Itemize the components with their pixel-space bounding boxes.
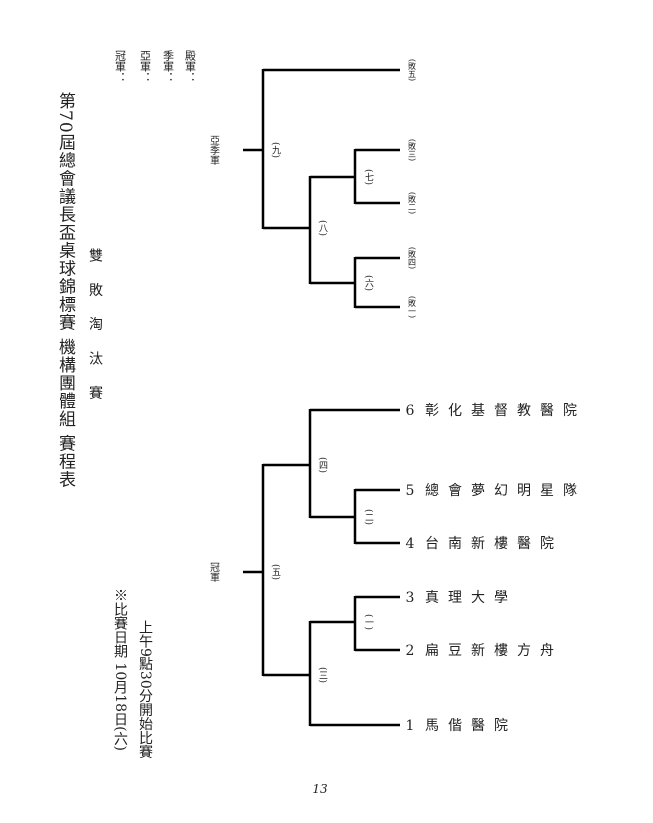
page-number: 13 bbox=[312, 782, 328, 796]
loser-slot: (敗五) bbox=[408, 59, 417, 81]
match-label: (七) bbox=[363, 169, 374, 185]
result: 殿軍： bbox=[184, 50, 197, 83]
bracket-lines bbox=[243, 68, 400, 727]
subtitle: 雙 敗 淘 汰 賽 bbox=[87, 248, 103, 408]
title: 第70屆總會議長盃桌球錦標賽 機構團體組 賽程表 bbox=[55, 92, 76, 488]
team-name: 馬偕醫院 bbox=[425, 717, 517, 734]
team-number: 4 bbox=[406, 536, 415, 552]
team-name: 扁豆新樓方舟 bbox=[425, 643, 563, 659]
loser-slot: (敗四) bbox=[408, 247, 417, 269]
team-name: 彰化基督教醫院 bbox=[425, 402, 586, 419]
team-name: 真理大學 bbox=[425, 590, 517, 606]
note: 上午9點30分開始比賽 bbox=[137, 620, 153, 759]
labels: 1 馬偕醫院 2 扁豆新樓方舟 3 真理大學 4 台南新樓醫院 5 總會夢幻明星隊 6 彰化基督教醫院… bbox=[208, 59, 586, 734]
team-name: 總會夢幻明星隊 bbox=[425, 482, 586, 499]
match-label: (一) bbox=[363, 614, 374, 630]
team-name: 台南新樓醫院 bbox=[425, 536, 563, 552]
result: 冠軍： bbox=[114, 50, 127, 83]
match-label: (六) bbox=[363, 275, 374, 291]
result: 季軍： bbox=[162, 50, 175, 83]
match-label: (五) bbox=[270, 564, 281, 580]
note: ※比賽日期 10月18日(六) bbox=[112, 588, 128, 751]
match-label: (三) bbox=[317, 667, 328, 683]
team-number: 3 bbox=[406, 590, 415, 606]
loser-slot: (敗二) bbox=[408, 192, 417, 214]
loser-slot: (敗一) bbox=[408, 296, 417, 318]
match-label: (八) bbox=[317, 220, 328, 236]
loser-slot: (敗三) bbox=[408, 139, 417, 161]
match-label: (九) bbox=[270, 142, 281, 158]
match-label: (四) bbox=[317, 457, 328, 473]
match-label: (二) bbox=[363, 509, 374, 525]
champion-label: 冠軍 bbox=[208, 562, 220, 582]
runner-up-label: 亞季軍 bbox=[208, 135, 220, 165]
team-number: 1 bbox=[406, 718, 415, 734]
result: 亞軍： bbox=[139, 50, 152, 83]
team-number: 6 bbox=[406, 403, 415, 419]
team-number: 5 bbox=[406, 483, 415, 499]
team-number: 2 bbox=[406, 643, 415, 659]
